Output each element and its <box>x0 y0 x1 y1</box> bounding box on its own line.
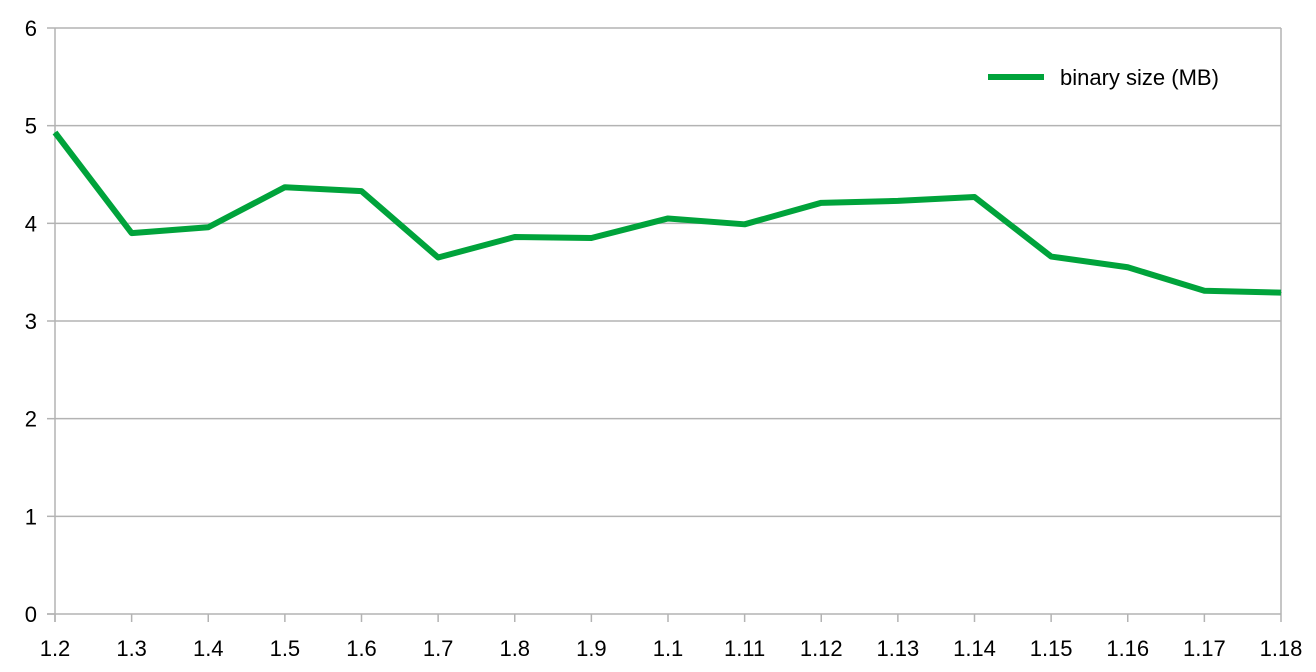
series-line-binary-size <box>52 130 1282 296</box>
data-point <box>820 202 822 204</box>
data-point <box>131 232 133 234</box>
x-tick-label: 1.1 <box>653 636 684 661</box>
data-point <box>514 236 516 238</box>
x-tick-label: 1.13 <box>876 636 919 661</box>
data-point <box>284 186 286 188</box>
y-tick-label: 5 <box>25 114 37 139</box>
x-tick-label: 1.14 <box>953 636 996 661</box>
data-point <box>361 190 362 192</box>
x-tick-label: 1.12 <box>800 636 843 661</box>
data-point <box>54 132 56 134</box>
legend: binary size (MB) <box>988 65 1219 90</box>
legend-label: binary size (MB) <box>1060 65 1219 90</box>
y-tick-label: 3 <box>25 309 37 334</box>
x-tick-label: 1.2 <box>40 636 71 661</box>
x-tick-label: 1.18 <box>1260 636 1303 661</box>
data-point <box>437 257 439 259</box>
data-point <box>1280 292 1282 294</box>
data-point <box>974 196 975 198</box>
x-tick-label: 1.7 <box>423 636 454 661</box>
data-point <box>744 223 746 225</box>
data-point <box>1203 290 1205 292</box>
data-point <box>1050 256 1052 258</box>
x-tick-label: 1.17 <box>1183 636 1226 661</box>
x-tick-label: 1.3 <box>116 636 147 661</box>
x-tick-label: 1.5 <box>270 636 301 661</box>
data-point <box>590 237 592 239</box>
axes: 0 1 2 3 4 5 6 1.2 1.3 1.4 1.5 1.6 1.7 1.8 1.9 1.1 1.11 1.… <box>25 16 1303 661</box>
x-tick-label: 1.11 <box>724 636 765 661</box>
y-tick-label: 1 <box>25 504 37 529</box>
series-layer <box>52 130 1282 296</box>
x-tick-label: 1.16 <box>1106 636 1149 661</box>
y-tick-label: 2 <box>25 407 37 432</box>
y-tick-label: 0 <box>25 602 37 627</box>
x-tick-label: 1.9 <box>576 636 607 661</box>
x-tick-label: 1.15 <box>1030 636 1073 661</box>
data-point <box>667 217 669 219</box>
y-tick-label: 4 <box>25 211 37 236</box>
data-point <box>897 200 899 202</box>
grid-lines <box>55 27 1281 518</box>
x-tick-label: 1.4 <box>193 636 224 661</box>
data-point <box>207 226 209 228</box>
x-tick-label: 1.8 <box>499 636 530 661</box>
data-point <box>1127 266 1129 268</box>
y-tick-label: 6 <box>25 16 37 41</box>
x-tick-label: 1.6 <box>346 636 377 661</box>
